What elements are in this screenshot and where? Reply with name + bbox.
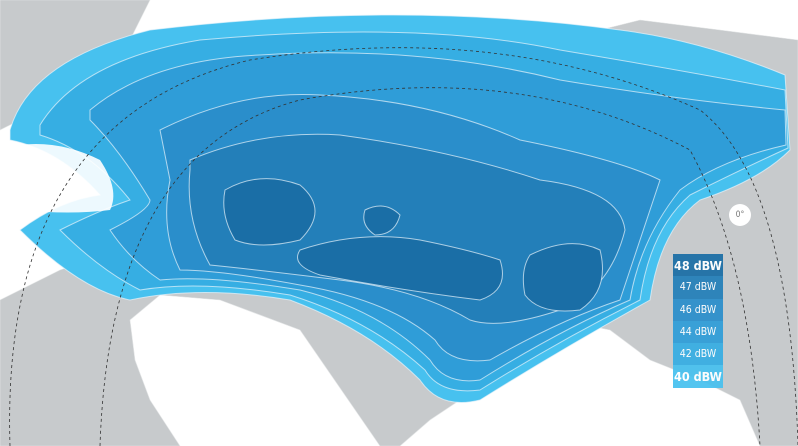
contour-48d	[363, 205, 401, 236]
legend-item-46: 46 dBW	[673, 298, 723, 321]
legend-item-47: 47 dBW	[673, 276, 723, 299]
legend-item-44: 44 dBW	[673, 320, 723, 344]
contour-48b	[297, 236, 503, 301]
legend-item-40: 40 dBW	[673, 365, 723, 388]
legend-item-48: 48 dBW	[673, 254, 723, 277]
contour-48c	[522, 243, 603, 312]
legend-item-42: 42 dBW	[673, 343, 723, 366]
satellite-visibility-arc	[9, 47, 798, 446]
contour-48a	[223, 178, 316, 246]
eirp-legend: 48 dBW 47 dBW 46 dBW 44 dBW 42 dBW 40 dB…	[673, 254, 723, 388]
orbital-position-marker: 0°	[729, 204, 751, 226]
beam-contours	[9, 14, 791, 403]
